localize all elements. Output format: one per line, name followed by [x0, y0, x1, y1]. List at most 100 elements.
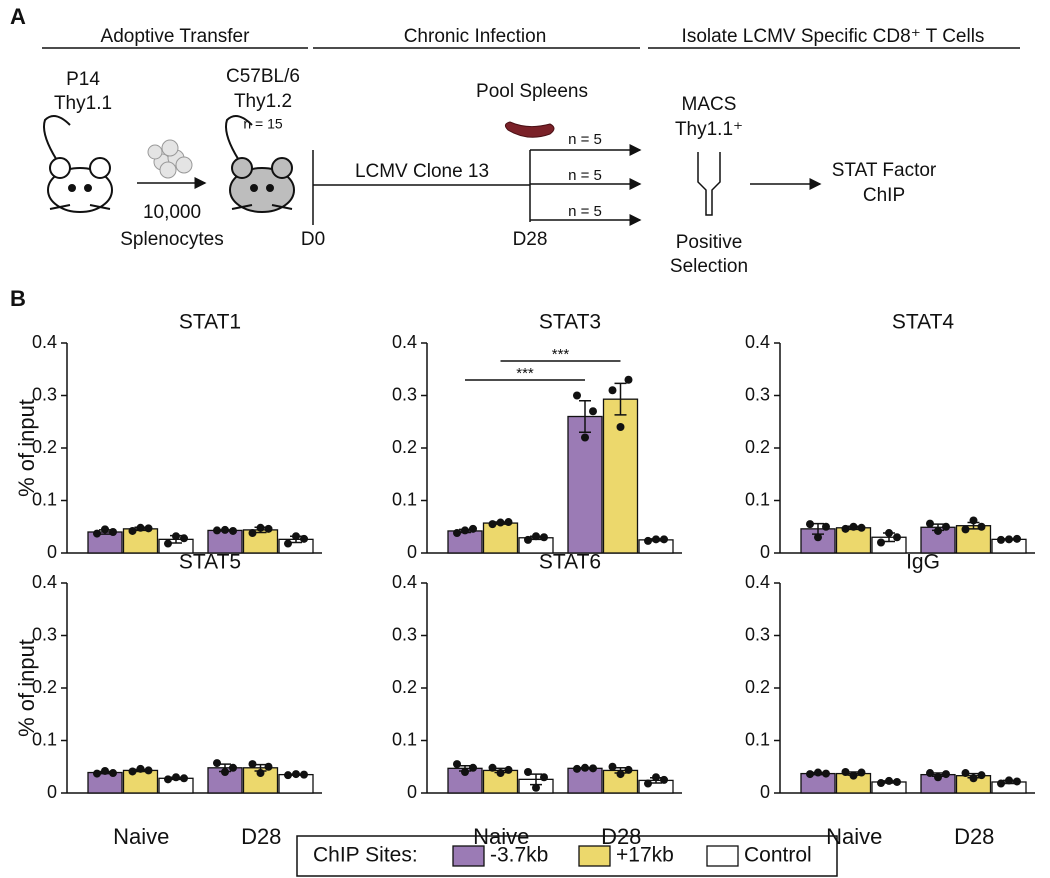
y-tick-label: 0.1	[32, 729, 57, 749]
legend-title: ChIP Sites:	[313, 844, 418, 867]
data-point	[496, 769, 505, 778]
day-label: D0	[301, 229, 325, 250]
data-point	[109, 769, 117, 778]
data-point	[300, 534, 308, 543]
x-tick-label: Naive	[113, 824, 169, 849]
data-point	[942, 770, 950, 779]
y-tick-label: 0.2	[745, 437, 770, 457]
macs-label: Thy1.1⁺	[675, 119, 743, 140]
data-point	[573, 764, 581, 773]
chart-title: STAT1	[179, 311, 241, 334]
y-tick-label: 0.3	[392, 384, 417, 404]
chip-label: STAT Factor	[832, 160, 937, 181]
data-point	[942, 522, 950, 531]
data-point	[496, 518, 505, 527]
error-bar	[579, 400, 591, 433]
y-axis-label: % of input	[14, 639, 39, 737]
y-tick-label: 0.4	[32, 572, 57, 592]
y-tick-label: 0.1	[745, 489, 770, 509]
data-point	[453, 760, 461, 769]
data-point	[93, 529, 101, 538]
data-point	[256, 769, 265, 778]
data-point	[573, 391, 581, 400]
chart-title: STAT6	[539, 551, 601, 574]
y-tick-label: 0.3	[32, 384, 57, 404]
data-point	[213, 526, 221, 535]
data-point	[885, 529, 893, 538]
error-bar	[614, 382, 627, 416]
data-point	[461, 768, 469, 776]
arrows	[137, 144, 822, 226]
data-point	[93, 769, 101, 778]
transfer-label: 10,000	[143, 202, 201, 223]
data-point	[264, 762, 273, 771]
data-point	[934, 526, 942, 535]
data-point	[488, 520, 497, 529]
data-point	[822, 769, 830, 778]
header: Chronic Infection	[404, 26, 547, 47]
data-point	[1005, 535, 1013, 544]
data-point	[652, 773, 660, 782]
data-point	[877, 538, 885, 547]
y-tick-label: 0.4	[745, 572, 770, 592]
header: Adoptive Transfer	[101, 26, 251, 47]
y-tick-label: 0.3	[745, 624, 770, 644]
legend-label: +17kb	[616, 844, 674, 867]
data-point	[581, 433, 589, 442]
data-point	[292, 770, 300, 779]
data-point	[300, 770, 308, 779]
split-label: n = 5	[568, 167, 602, 184]
panel-label: A	[10, 4, 26, 29]
y-tick-label: 0.2	[392, 437, 417, 457]
data-point	[581, 763, 589, 772]
bar	[122, 769, 159, 794]
data-point	[997, 535, 1005, 544]
data-point	[136, 764, 145, 773]
y-tick-label: 0.2	[745, 677, 770, 697]
data-point	[857, 768, 866, 777]
data-point	[144, 766, 153, 775]
data-point	[229, 526, 237, 535]
legend-swatch	[706, 845, 739, 867]
y-tick-label: 0.1	[745, 729, 770, 749]
data-point	[1005, 776, 1013, 785]
data-point	[264, 524, 273, 533]
data-point	[256, 523, 265, 532]
data-point	[164, 539, 172, 548]
data-point	[644, 536, 652, 545]
legend-box	[296, 835, 838, 877]
data-point	[144, 524, 153, 533]
data-point	[934, 773, 942, 782]
x-tick-label: D28	[954, 824, 994, 849]
chip-label: ChIP	[863, 185, 905, 206]
y-tick-label: 0	[407, 542, 417, 562]
data-point	[806, 520, 814, 529]
data-point	[616, 770, 625, 779]
y-tick-label: 0.4	[392, 332, 417, 352]
data-point	[221, 525, 229, 534]
chart-title: STAT5	[179, 551, 241, 574]
y-tick-label: 0.4	[392, 572, 417, 592]
data-point	[893, 777, 901, 786]
data-point	[616, 423, 625, 431]
data-point	[453, 529, 461, 538]
cells	[147, 139, 193, 179]
bar	[122, 528, 159, 554]
data-point	[504, 765, 513, 774]
data-point	[292, 532, 300, 541]
pool-label: Pool Spleens	[476, 81, 588, 102]
data-point	[841, 768, 850, 776]
spleen	[504, 121, 555, 138]
data-point	[229, 763, 237, 772]
y-tick-label: 0.2	[32, 677, 57, 697]
recipient-label: Thy1.2	[234, 91, 292, 112]
data-point	[128, 767, 137, 776]
bar	[87, 771, 123, 794]
selection-label: Positive	[676, 232, 743, 253]
data-point	[221, 768, 229, 776]
data-point	[608, 386, 617, 395]
recipient-label: C57BL/6	[226, 66, 300, 87]
bar	[835, 527, 872, 554]
data-point	[926, 769, 934, 778]
data-point	[461, 526, 469, 535]
